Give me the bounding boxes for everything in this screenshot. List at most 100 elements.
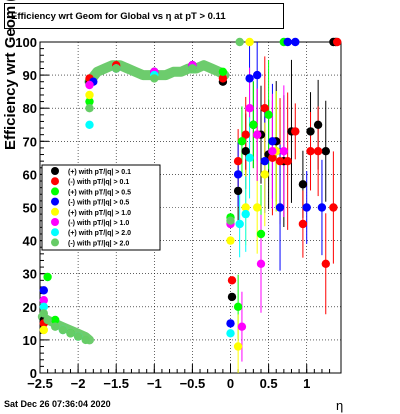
- data-point: [245, 104, 254, 113]
- y-tick-label: 60: [23, 167, 37, 182]
- legend-marker: [51, 197, 59, 206]
- legend-label: (-) with pT/|q| > 0.1: [68, 179, 129, 186]
- data-point: [317, 203, 327, 212]
- data-point: [241, 130, 250, 139]
- data-point: [226, 216, 235, 225]
- data-point: [81, 335, 90, 345]
- y-tick-label: 0: [30, 366, 37, 381]
- legend-marker: [51, 207, 59, 216]
- data-point: [333, 37, 342, 47]
- data-point: [85, 90, 94, 100]
- data-point: [249, 120, 258, 129]
- legend-marker: [51, 177, 59, 186]
- data-point: [233, 157, 243, 166]
- data-point: [253, 130, 262, 139]
- x-tick-label: −0.5: [180, 376, 206, 391]
- legend-marker: [51, 167, 59, 175]
- x-tick-label: 1: [303, 376, 310, 391]
- data-point: [241, 209, 250, 219]
- y-tick-label: 50: [23, 201, 37, 216]
- data-point: [264, 110, 273, 120]
- y-tick-label: 90: [23, 68, 37, 83]
- legend-label: (+) with pT/|q| > 0.1: [68, 169, 131, 176]
- data-point: [39, 309, 48, 318]
- data-point: [227, 292, 237, 302]
- data-point: [245, 74, 254, 83]
- data-point: [256, 229, 266, 239]
- legend-marker: [51, 228, 59, 237]
- data-point: [85, 120, 94, 129]
- data-point: [313, 120, 323, 129]
- data-point: [51, 322, 60, 331]
- legend-label: (-) with pT/|q| > 2.0: [68, 240, 129, 247]
- data-point: [39, 286, 48, 295]
- legend-marker: [51, 238, 59, 247]
- data-point: [245, 153, 254, 162]
- data-point: [245, 37, 254, 47]
- data-point: [260, 157, 269, 166]
- data-point: [313, 147, 323, 156]
- data-point: [188, 64, 197, 73]
- legend-label: (+) with pT/|q| > 0.5: [68, 189, 131, 196]
- data-point: [58, 325, 68, 335]
- data-point: [260, 104, 269, 113]
- data-point: [241, 203, 250, 212]
- data-point: [275, 157, 285, 166]
- data-point: [268, 147, 277, 156]
- x-tick-label: −2: [71, 376, 86, 391]
- data-point: [150, 74, 159, 83]
- data-point: [233, 170, 243, 179]
- timestamp: Sat Dec 26 07:36:04 2020: [4, 399, 111, 409]
- data-point: [268, 137, 277, 146]
- data-point: [329, 203, 338, 212]
- legend-marker: [51, 218, 59, 226]
- y-tick-label: 40: [23, 234, 37, 249]
- y-tick-label: 30: [23, 267, 37, 282]
- y-tick-label: 10: [23, 333, 37, 348]
- data-point: [237, 137, 247, 146]
- legend-label: (-) with pT/|q| > 0.5: [68, 200, 129, 207]
- data-point: [283, 157, 292, 166]
- data-point: [112, 64, 121, 73]
- x-axis-title: η: [336, 398, 343, 413]
- legend: (+) with pT/|q| > 0.1 (-) with pT/|q| > 0…: [41, 164, 161, 251]
- data-point: [260, 170, 269, 179]
- data-point: [253, 70, 262, 80]
- y-tick-label: 70: [23, 134, 37, 149]
- data-point: [306, 147, 315, 156]
- data-point: [85, 104, 94, 113]
- data-point: [39, 302, 48, 311]
- data-point: [235, 219, 244, 229]
- data-point: [283, 37, 292, 47]
- data-point: [39, 296, 48, 305]
- data-point: [39, 325, 48, 335]
- data-point: [306, 127, 315, 136]
- data-point: [226, 319, 235, 328]
- data-point: [227, 276, 237, 285]
- legend-label: (+) with pT/|q| > 2.0: [68, 230, 131, 237]
- data-point: [218, 67, 228, 77]
- data-point: [298, 180, 308, 189]
- x-tick-label: −2.5: [27, 376, 53, 391]
- data-point: [43, 272, 52, 282]
- data-point: [66, 329, 75, 338]
- x-tick-label: −1: [147, 376, 162, 391]
- x-tick-label: −1.5: [103, 376, 129, 391]
- data-point: [218, 74, 228, 83]
- x-tick-label: 0.5: [260, 376, 278, 391]
- data-point: [51, 315, 60, 325]
- data-point: [43, 315, 52, 325]
- data-point: [291, 37, 300, 47]
- data-point: [275, 203, 285, 212]
- data-point: [233, 342, 243, 351]
- data-point: [256, 259, 266, 268]
- axis-layer: −2.5 −2 −1.5 −1 −0.5 0 0.5 10102030405060708090…: [15, 35, 331, 391]
- legend-box: [41, 164, 161, 251]
- data-point: [302, 203, 311, 212]
- data-point: [279, 147, 288, 156]
- y-tick-label: 20: [23, 300, 37, 315]
- data-point: [226, 329, 235, 338]
- legend-label: (+) with pT/|q| > 1.0: [68, 210, 131, 217]
- data-point: [233, 302, 243, 311]
- legend-label: (-) with pT/|q| > 1.0: [68, 220, 129, 227]
